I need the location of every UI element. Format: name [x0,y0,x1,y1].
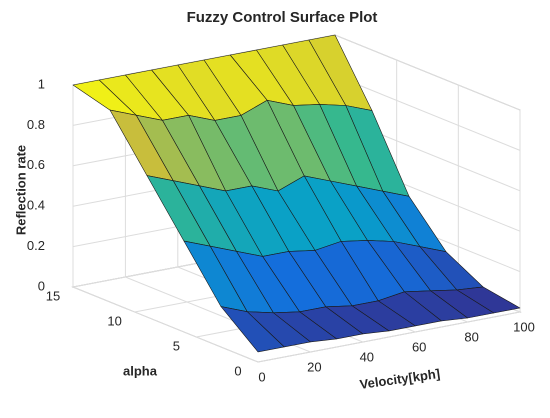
chart-title: Fuzzy Control Surface Plot [187,9,378,26]
z-tick-label: 1 [38,76,45,91]
z-tick-label: 0 [38,278,45,293]
grid-line [334,74,521,151]
z-tick-label: 0.4 [27,198,45,213]
z-axis-label: Reflection rate [13,145,28,235]
grid-line [72,286,259,363]
x-tick-label: 20 [307,359,321,374]
z-tick-label: 0.6 [27,157,45,172]
y-tick-label: 10 [107,313,121,328]
y-axis-label: alpha [123,363,158,378]
y-tick-label: 5 [173,338,180,353]
surface-patch [220,306,285,353]
y-tick-label: 0 [234,363,241,378]
x-tick-label: 100 [513,319,535,334]
x-tick-label: 60 [412,339,426,354]
z-tick-label: 0.8 [27,117,45,132]
z-tick-label: 0.2 [27,238,45,253]
x-tick-label: 80 [464,329,478,344]
x-axis-label: Velocity[kph] [359,366,441,392]
grid-line [257,311,521,363]
y-tick-label: 15 [46,288,60,303]
x-tick-label: 40 [360,349,374,364]
grid-line [334,34,521,111]
x-tick-label: 0 [258,369,265,384]
surface [72,34,521,353]
